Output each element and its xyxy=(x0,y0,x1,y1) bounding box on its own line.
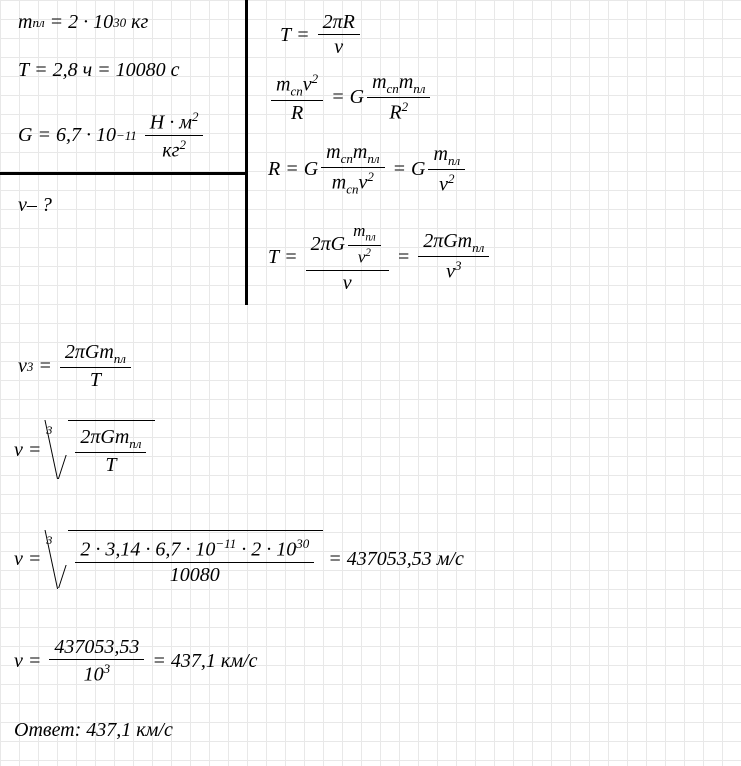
eq-v-cuberoot: v = 3 2πGmпл T xyxy=(14,420,155,479)
eq-T-2piR-v: T = 2πR v xyxy=(280,10,363,59)
eq-R: R = G mспmпл mспv2 = G mпл v2 xyxy=(268,140,468,198)
divider-horizontal xyxy=(0,172,245,175)
eq-T-expanded: T = 2πG mпл v2 v = 2πGmпл v3 xyxy=(268,218,492,295)
given-T: T = 2,8 ч = 10080 с xyxy=(18,60,180,80)
eq-v-km: v = 437053,53 103 = 437,1 км/с xyxy=(14,635,257,687)
given-m-pl: mпл = 2 · 1030 кг xyxy=(18,12,148,32)
divider-vertical xyxy=(245,0,248,305)
eq-v-numeric: v = 3 2 · 3,14 · 6,7 · 10−11 · 2 · 1030 … xyxy=(14,530,464,589)
eq-force-balance: mспv2 R = G mспmпл R2 xyxy=(268,70,433,125)
eq-v-cubed: v3 = 2πGmпл T xyxy=(18,340,134,392)
find-v: v– ? xyxy=(18,195,52,215)
answer: Ответ: 437,1 км/с xyxy=(14,720,173,740)
given-G: G = 6,7 · 10−11 Н · м2 кг2 xyxy=(18,108,206,162)
